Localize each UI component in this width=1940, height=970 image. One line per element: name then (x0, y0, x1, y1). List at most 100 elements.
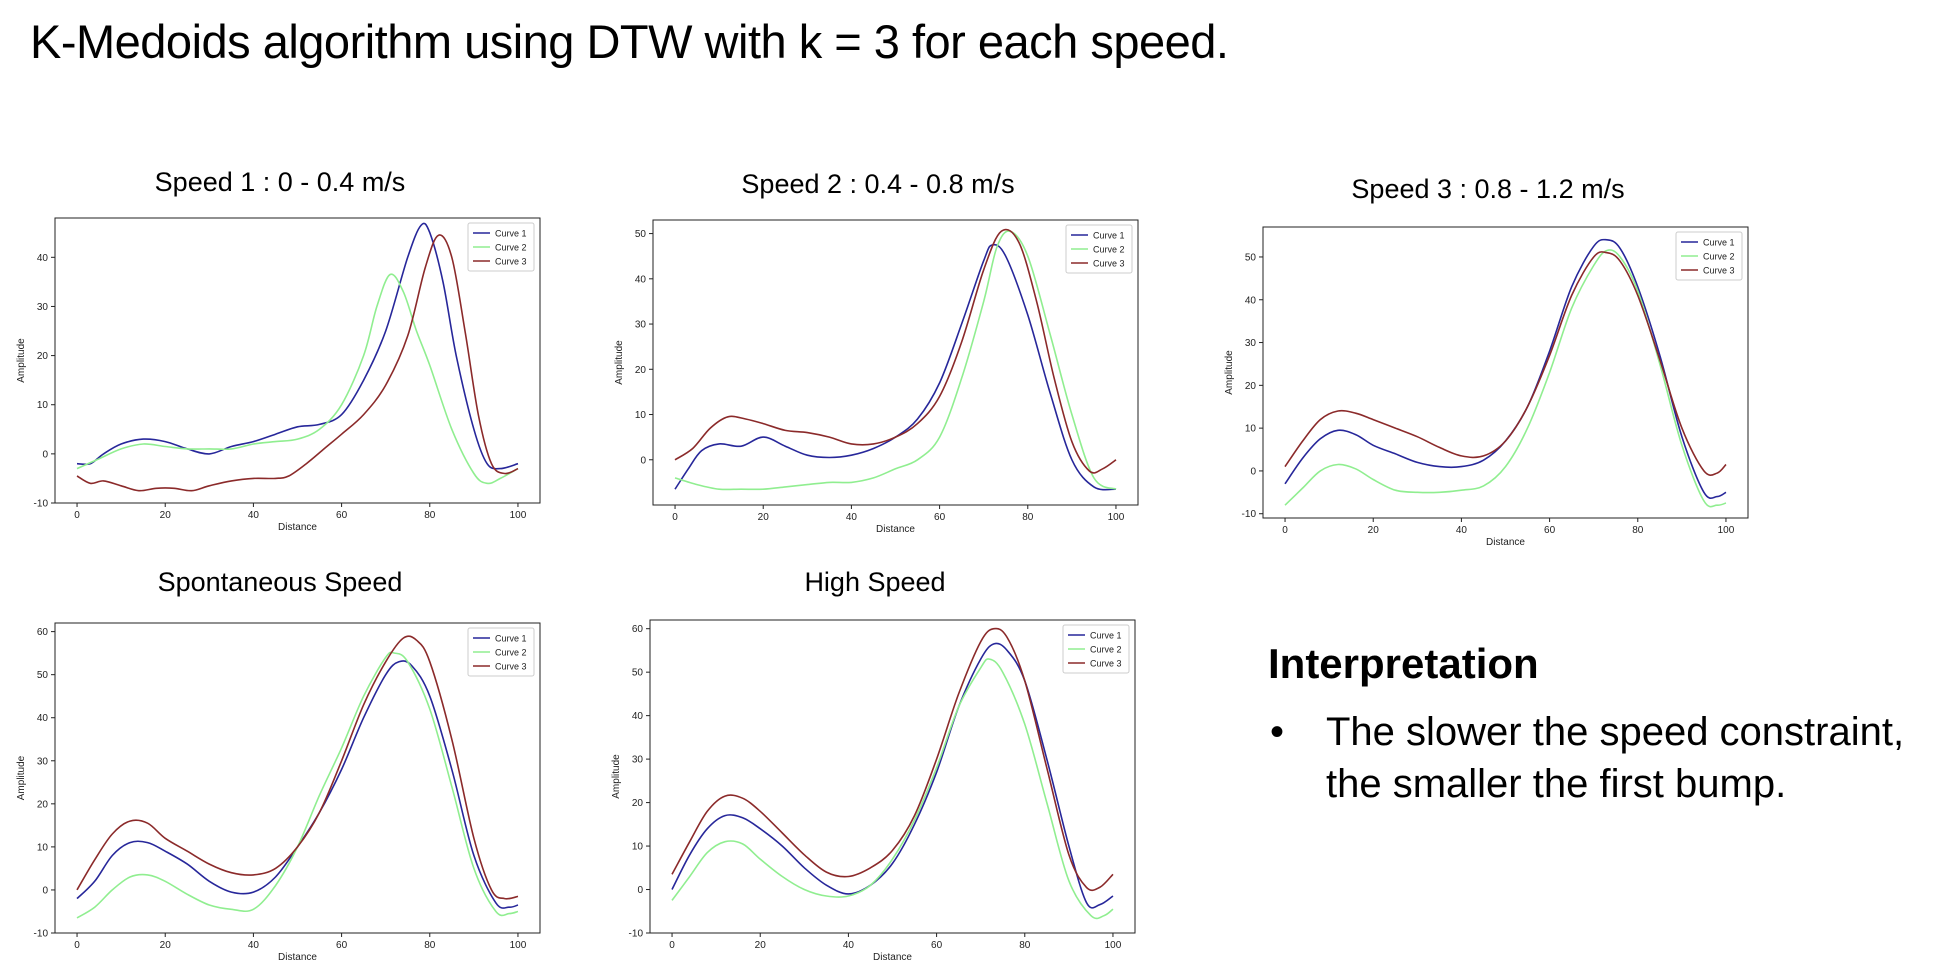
slide-title: K-Medoids algorithm using DTW with k = 3… (30, 15, 1229, 68)
y-tick-label: 30 (1245, 338, 1257, 349)
y-tick-label: 0 (42, 885, 48, 896)
y-tick-label: 40 (635, 274, 647, 285)
x-tick-label: 80 (424, 940, 436, 951)
x-axis-label: Distance (278, 522, 317, 533)
y-tick-label: 60 (37, 627, 49, 638)
series-line-curve-2 (1284, 249, 1727, 508)
x-tick-label: 0 (1282, 525, 1288, 536)
series-line-curve-2 (76, 273, 519, 485)
x-tick-label: 60 (931, 940, 943, 951)
series-line-curve-3 (674, 228, 1117, 474)
y-tick-label: 50 (635, 229, 647, 240)
chart-high: 0 20 40 60 80 100 -10 0 10 20 30 40 50 60 Distance Ampl… (611, 619, 1136, 963)
y-axis-label: Amplitude (1224, 350, 1235, 395)
x-tick-label: 40 (248, 510, 260, 521)
series-line-curve-2 (671, 658, 1114, 920)
y-tick-label: -10 (34, 929, 49, 940)
chart-panel-speed1: Speed 1 : 0 - 0.4 m/s 0 20 40 60 80 100 -10 0 10… (10, 163, 550, 533)
y-tick-label: 20 (37, 799, 49, 810)
x-tick-label: 20 (1368, 525, 1380, 536)
y-tick-label: 0 (1250, 466, 1256, 477)
series-line-curve-3 (1284, 251, 1727, 476)
legend-label: Curve 3 (495, 257, 527, 267)
legend-label: Curve 3 (1090, 659, 1122, 669)
y-tick-label: 30 (632, 755, 644, 766)
y-tick-label: 40 (1245, 295, 1257, 306)
x-axis-label: Distance (873, 952, 912, 963)
y-tick-label: 40 (37, 253, 49, 264)
series-line-curve-2 (674, 230, 1117, 491)
legend-label: Curve 2 (1093, 245, 1125, 255)
chart-title: Speed 3 : 0.8 - 1.2 m/s (1351, 174, 1625, 204)
y-tick-label: 50 (632, 668, 644, 679)
y-tick-label: 0 (42, 449, 48, 460)
series-line-curve-1 (76, 222, 519, 470)
legend-box (1065, 224, 1133, 274)
series-line-curve-3 (671, 627, 1114, 892)
y-axis-label: Amplitude (614, 340, 625, 385)
plot-frame (652, 219, 1139, 506)
series-line-curve-3 (76, 635, 519, 900)
plot-frame (54, 217, 541, 504)
y-tick-label: -10 (629, 929, 644, 940)
chart-panel-high: High Speed 0 20 40 60 80 100 -10 0 10 20 30 40 50 60 D… (605, 563, 1145, 963)
y-tick-label: 50 (1245, 252, 1257, 263)
y-tick-label: 20 (37, 351, 49, 362)
legend-label: Curve 2 (495, 648, 527, 658)
y-tick-label: 10 (1245, 424, 1257, 435)
y-tick-label: 50 (37, 670, 49, 681)
x-axis-label: Distance (876, 524, 915, 535)
x-tick-label: 40 (1456, 525, 1468, 536)
chart-speed2: 0 20 40 60 80 100 0 10 20 30 40 50 Distance Amplitude… (614, 219, 1139, 535)
legend-label: Curve 2 (495, 243, 527, 253)
x-tick-label: 60 (336, 510, 348, 521)
legend-label: Curve 1 (1090, 631, 1122, 641)
y-axis-label: Amplitude (611, 754, 622, 799)
series-line-curve-3 (76, 234, 519, 492)
x-tick-label: 60 (1544, 525, 1556, 536)
legend-label: Curve 3 (1093, 259, 1125, 269)
y-tick-label: -10 (1242, 509, 1257, 520)
y-tick-label: 60 (632, 624, 644, 635)
y-tick-label: 20 (635, 365, 647, 376)
legend-label: Curve 3 (1703, 266, 1735, 276)
interpretation-item: • The slower the speed constraint, the s… (1268, 706, 1928, 810)
x-tick-label: 20 (755, 940, 767, 951)
x-tick-label: 20 (160, 940, 172, 951)
series-line-curve-2 (76, 651, 519, 919)
plot-frame (1262, 226, 1749, 519)
y-tick-label: 20 (1245, 381, 1257, 392)
legend-box (1675, 231, 1743, 281)
y-axis-label: Amplitude (16, 755, 27, 800)
x-tick-label: 60 (336, 940, 348, 951)
y-tick-label: 10 (37, 842, 49, 853)
x-tick-label: 40 (846, 512, 858, 523)
plot-frame (649, 619, 1136, 934)
legend-box (1062, 624, 1130, 674)
x-tick-label: 60 (934, 512, 946, 523)
legend-label: Curve 2 (1703, 252, 1735, 262)
y-tick-label: 10 (635, 410, 647, 421)
x-tick-label: 100 (510, 940, 527, 951)
x-tick-label: 100 (1718, 525, 1735, 536)
chart-panel-speed2: Speed 2 : 0.4 - 0.8 m/s 0 20 40 60 80 100 0 10 2… (608, 163, 1148, 535)
legend-box (467, 627, 535, 677)
y-tick-label: 10 (37, 400, 49, 411)
y-tick-label: 20 (632, 798, 644, 809)
x-tick-label: 20 (160, 510, 172, 521)
x-tick-label: 80 (1019, 940, 1031, 951)
chart-panel-spontaneous: Spontaneous Speed 0 20 40 60 80 100 -10 0 10 20 30… (10, 563, 550, 963)
chart-title: Spontaneous Speed (157, 567, 403, 597)
interpretation-text: The slower the speed constraint, the sma… (1326, 710, 1905, 806)
legend-label: Curve 1 (495, 634, 527, 644)
x-tick-label: 100 (1105, 940, 1122, 951)
x-tick-label: 40 (248, 940, 260, 951)
x-tick-label: 0 (672, 512, 678, 523)
chart-spontaneous: 0 20 40 60 80 100 -10 0 10 20 30 40 50 60 Distance Ampl… (16, 622, 541, 963)
legend-box (467, 222, 535, 272)
x-tick-label: 100 (510, 510, 527, 521)
x-tick-label: 0 (74, 510, 80, 521)
y-tick-label: 10 (632, 842, 644, 853)
x-axis-label: Distance (1486, 537, 1525, 548)
plot-frame (54, 622, 541, 934)
